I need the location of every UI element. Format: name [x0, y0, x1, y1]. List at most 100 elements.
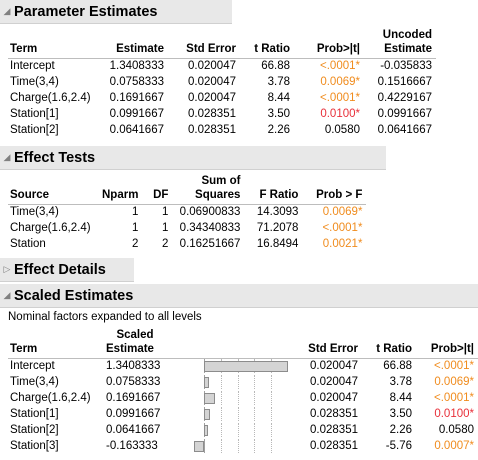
- col-term: Term: [8, 26, 98, 59]
- grid-line: [221, 439, 222, 453]
- col-ss-line1: Sum of: [201, 174, 241, 187]
- col-source: Source: [8, 172, 98, 205]
- grid-line: [221, 423, 222, 437]
- cell-scaled-estimate: -0.163333: [106, 440, 158, 452]
- scaled-estimates-header[interactable]: ◢ Scaled Estimates: [0, 284, 478, 308]
- cell-df: 1: [162, 206, 169, 219]
- col-uncoded-line2: Estimate: [384, 42, 432, 55]
- disclosure-triangle-collapsed-icon[interactable]: ▷: [3, 264, 11, 274]
- cell-term: Station[2]: [10, 124, 59, 136]
- cell-sum-of-squares: 0.34340833: [179, 222, 241, 234]
- table-row: Station[2] 0.0641667 0.028351 2.26 0.0580: [8, 422, 478, 438]
- grid-line: [254, 423, 255, 437]
- cell-t-ratio: 3.50: [267, 108, 290, 120]
- cell-term: Charge(1.6,2.4): [10, 392, 91, 404]
- cell-prob: 0.0069*: [320, 76, 360, 88]
- cell-source: Charge(1.6,2.4): [10, 222, 91, 234]
- cell-std-error: 0.028351: [188, 108, 236, 120]
- cell-prob: <.0001*: [320, 92, 360, 104]
- estimate-bar-area: [170, 423, 294, 437]
- table-row: Time(3,4) 0.0758333 0.020047 3.78 0.0069*: [8, 374, 478, 390]
- section-title: Parameter Estimates: [14, 3, 158, 20]
- cell-sum-of-squares: 0.16251667: [179, 238, 241, 250]
- cell-nparm: 2: [132, 238, 139, 250]
- cell-bar-chart: [170, 438, 294, 454]
- cell-uncoded-estimate: 0.0641667: [377, 124, 432, 136]
- cell-term: Charge(1.6,2.4): [10, 92, 91, 104]
- cell-term: Intercept: [10, 360, 55, 373]
- cell-scaled-estimate: 0.0991667: [106, 408, 161, 420]
- disclosure-triangle-expanded-icon[interactable]: ◢: [3, 290, 11, 300]
- col-f-ratio: F Ratio: [244, 172, 303, 205]
- cell-prob: <.0001*: [320, 60, 360, 73]
- table-row: Time(3,4) 0.0758333 0.020047 3.78 0.0069* 0.1…: [8, 74, 436, 90]
- parameter-estimates-header[interactable]: ◢ Parameter Estimates: [0, 0, 232, 24]
- cell-uncoded-estimate: 0.0991667: [377, 108, 432, 120]
- table-row: Station[1] 0.0991667 0.028351 3.50 0.0100* 0.…: [8, 106, 436, 122]
- estimate-bar: [204, 377, 209, 388]
- col-sum-of-squares: Sum of Squares: [172, 172, 245, 205]
- grid-line: [271, 439, 272, 453]
- cell-t-ratio: 3.78: [267, 76, 290, 88]
- cell-f-ratio: 14.3093: [256, 206, 299, 219]
- cell-term: Time(3,4): [10, 376, 59, 388]
- col-ss-line2: Squares: [195, 188, 241, 201]
- cell-bar-chart: [170, 358, 294, 374]
- estimate-bar: [204, 425, 209, 436]
- table-row: Intercept 1.3408333 0.020047 66.88 <.0001* -0…: [8, 58, 436, 74]
- scaled-estimates-table: Term Scaled Estimate Std Error t Ratio P…: [8, 326, 478, 454]
- estimate-bar-area: [170, 375, 294, 389]
- cell-std-error: 0.020047: [310, 376, 358, 388]
- cell-term: Station[1]: [10, 108, 59, 120]
- grid-line: [221, 407, 222, 421]
- cell-df: 1: [162, 222, 169, 234]
- cell-sum-of-squares: 0.06900833: [179, 206, 241, 219]
- cell-t-ratio: 8.44: [267, 92, 290, 104]
- cell-bar-chart: [170, 390, 294, 406]
- disclosure-triangle-expanded-icon[interactable]: ◢: [3, 6, 11, 16]
- cell-estimate: 0.1691667: [109, 92, 164, 104]
- grid-line: [254, 439, 255, 453]
- grid-line: [221, 375, 222, 389]
- cell-t-ratio: -5.76: [385, 440, 412, 452]
- col-std-error: Std Error: [168, 26, 240, 59]
- table-row: Station[3] -0.163333 0.028351 -5.76 0.0007*: [8, 438, 478, 454]
- cell-prob: 0.0069*: [322, 206, 363, 219]
- cell-nparm: 1: [132, 222, 139, 234]
- cell-t-ratio: 8.44: [389, 392, 412, 404]
- cell-std-error: 0.020047: [310, 360, 358, 373]
- effect-details-header[interactable]: ▷ Effect Details: [0, 258, 134, 282]
- grid-line: [238, 407, 239, 421]
- estimate-bar: [204, 393, 215, 404]
- col-prob-f: Prob > F: [302, 172, 367, 205]
- cell-std-error: 0.028351: [310, 424, 358, 436]
- cell-source: Station: [10, 238, 46, 250]
- estimate-bar: [204, 361, 288, 373]
- cell-std-error: 0.020047: [188, 60, 236, 73]
- grid-line: [254, 407, 255, 421]
- disclosure-triangle-expanded-icon[interactable]: ◢: [3, 152, 11, 162]
- cell-nparm: 1: [132, 206, 139, 219]
- grid-line: [238, 375, 239, 389]
- cell-prob: <.0001*: [322, 222, 363, 234]
- cell-t-ratio: 2.26: [389, 424, 412, 436]
- cell-term: Station[2]: [10, 424, 59, 436]
- effect-tests-table: Source Nparm DF Sum of Squares F Ratio P…: [8, 172, 367, 252]
- cell-uncoded-estimate: 0.1516667: [377, 76, 432, 88]
- cell-estimate: 0.0758333: [109, 76, 164, 88]
- grid-line: [238, 423, 239, 437]
- cell-scaled-estimate: 1.3408333: [106, 360, 161, 373]
- col-bar-chart: [170, 326, 294, 359]
- cell-estimate: 0.0991667: [109, 108, 164, 120]
- table-row: Station[1] 0.0991667 0.028351 3.50 0.0100*: [8, 406, 478, 422]
- cell-scaled-estimate: 0.1691667: [106, 392, 161, 404]
- cell-prob: 0.0100*: [320, 108, 360, 120]
- col-scaled-line1: Scaled: [116, 328, 154, 341]
- grid-line: [238, 439, 239, 453]
- grid-line: [254, 375, 255, 389]
- table-row: Charge(1.6,2.4) 1 1 0.34340833 71.2078 <.0001…: [8, 220, 366, 236]
- effect-tests-header[interactable]: ◢ Effect Tests: [0, 146, 386, 170]
- col-t-ratio: t Ratio: [240, 26, 294, 59]
- grid-line: [238, 391, 239, 405]
- cell-prob: 0.0021*: [322, 238, 363, 250]
